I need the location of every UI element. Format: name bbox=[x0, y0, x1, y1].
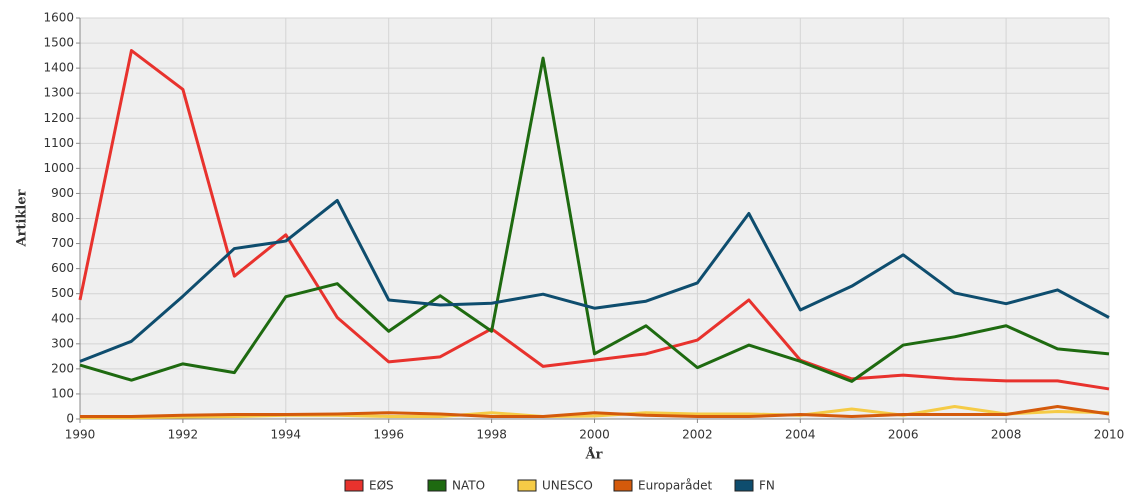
y-tick-label: 1300 bbox=[43, 86, 74, 100]
x-tick-label: 2004 bbox=[785, 428, 816, 442]
legend-swatch bbox=[734, 479, 754, 492]
x-tick-label: 1998 bbox=[476, 428, 507, 442]
y-tick-label: 200 bbox=[51, 361, 74, 375]
series-line bbox=[80, 404, 1110, 418]
x-tick-label: 2000 bbox=[579, 428, 610, 442]
y-tick-label: 1000 bbox=[43, 161, 74, 175]
legend-label: EØS bbox=[369, 479, 394, 493]
y-tick-label: 600 bbox=[51, 261, 74, 275]
legend-label: NATO bbox=[452, 479, 485, 493]
y-tick-label: 1500 bbox=[43, 36, 74, 50]
series-line bbox=[79, 198, 1110, 363]
x-tick-label: 2008 bbox=[991, 428, 1022, 442]
y-axis-title: Artikler bbox=[15, 189, 30, 247]
series-line bbox=[80, 404, 1110, 420]
y-tick-label: 900 bbox=[51, 186, 74, 200]
y-tick-label: 700 bbox=[51, 236, 74, 250]
x-tick-label: 2006 bbox=[888, 428, 919, 442]
y-tick-label: 0 bbox=[66, 412, 74, 426]
legend-label: FN bbox=[759, 479, 775, 493]
legend-swatch bbox=[427, 479, 447, 492]
x-tick-label: 2002 bbox=[682, 428, 713, 442]
y-tick-label: 1100 bbox=[43, 136, 74, 150]
y-tick-label: 500 bbox=[51, 286, 74, 300]
x-tick-label: 1990 bbox=[65, 428, 96, 442]
x-tick-label: 1994 bbox=[271, 428, 302, 442]
legend-swatch bbox=[344, 479, 364, 492]
y-tick-label: 1400 bbox=[43, 61, 74, 75]
y-tick-label: 800 bbox=[51, 211, 74, 225]
legend-label: Europarådet bbox=[638, 479, 712, 493]
x-tick-label: 1996 bbox=[373, 428, 404, 442]
legend-swatch bbox=[517, 479, 537, 492]
y-tick-label: 300 bbox=[51, 336, 74, 350]
x-tick-label: 2010 bbox=[1094, 428, 1125, 442]
legend-swatch bbox=[613, 479, 633, 492]
x-tick-label: 1992 bbox=[168, 428, 199, 442]
y-tick-label: 100 bbox=[51, 386, 74, 400]
series-line bbox=[79, 56, 1110, 383]
series-line bbox=[78, 49, 1110, 391]
y-tick-label: 1200 bbox=[43, 111, 74, 125]
legend-label: UNESCO bbox=[542, 479, 593, 493]
x-axis-title: År bbox=[585, 447, 603, 463]
y-tick-label: 400 bbox=[51, 311, 74, 325]
y-tick-label: 1600 bbox=[43, 11, 74, 25]
